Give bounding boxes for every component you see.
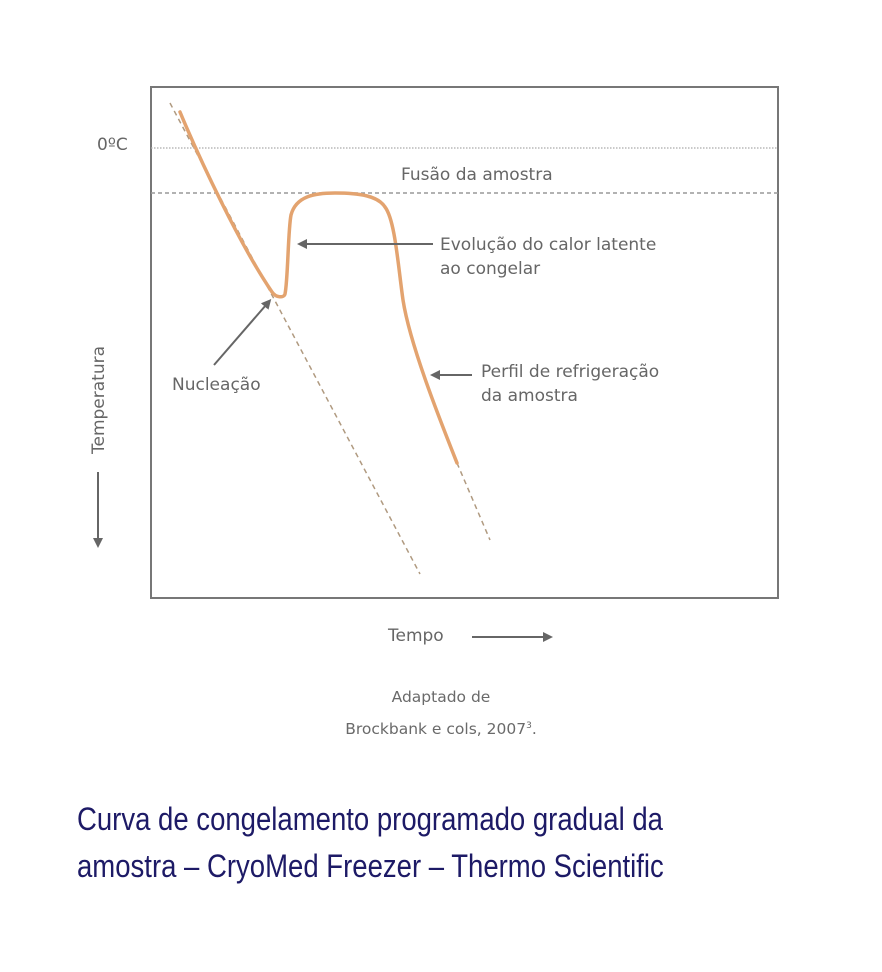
caption-line-2: amostra – CryoMed Freezer – Thermo Scien… [77,848,664,884]
extrapolation-line-2 [456,462,491,541]
caption-line-1: Curva de congelamento programado gradual… [77,801,663,837]
credit-line-2: Brockbank e cols, 20073. [0,720,882,738]
credit-end: . [531,720,537,738]
latent-heat-label-2: ao congelar [440,259,540,279]
y-axis-label: Temperatura [89,346,109,455]
fusion-label: Fusão da amostra [401,165,553,185]
credit-source: Brockbank e cols, 2007 [345,720,527,738]
zero-degree-label: 0ºC [97,135,128,155]
profile-label-2: da amostra [481,386,578,406]
freezing-curve-diagram: 0ºC Fusão da amostra Evolução do calor l… [89,86,779,646]
profile-label: Perfil de refrigeração [481,362,659,382]
cooling-curve [178,110,459,465]
plot-frame [150,86,779,599]
nucleation-label: Nucleação [172,375,261,395]
nucleation-arrow [213,298,272,366]
x-axis-label: Tempo [387,626,444,646]
credit-line-1: Adaptado de [391,688,491,706]
latent-heat-label: Evolução do calor latente [440,235,656,255]
caption-title: Curva de congelamento programado gradual… [77,796,834,890]
credit-reference: 3 [526,720,532,731]
extrapolation-line-1 [169,102,421,575]
